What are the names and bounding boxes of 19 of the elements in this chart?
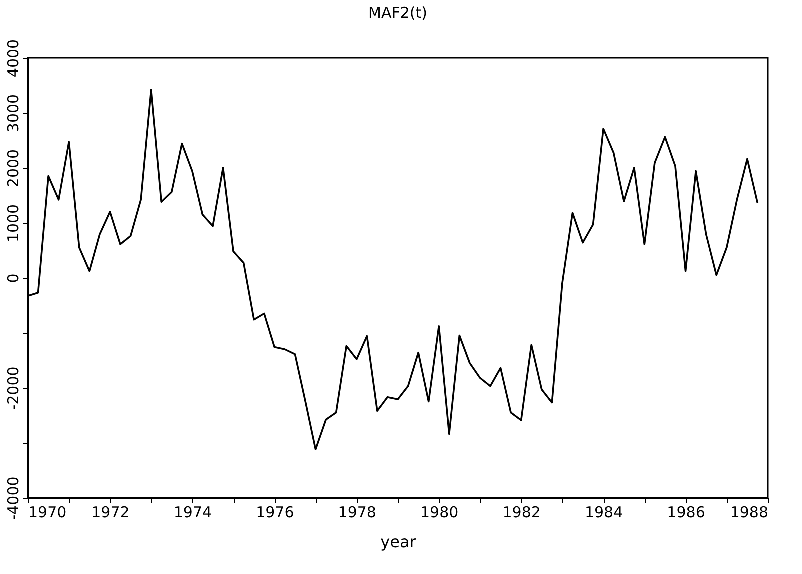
y-tick-label: -4000 — [4, 476, 22, 520]
x-axis-title: year — [380, 532, 417, 552]
x-tick-label: 1974 — [174, 504, 212, 522]
x-tick-label: 1988 — [730, 504, 768, 522]
x-tick-label: 1986 — [667, 504, 706, 522]
y-tick-label: 3000 — [4, 94, 22, 133]
x-tick-label: 1982 — [502, 504, 541, 522]
y-tick-label: 2000 — [4, 149, 22, 188]
x-tick-label: 1976 — [256, 504, 294, 522]
y-tick-label: 1000 — [4, 204, 22, 243]
x-tick-label: 1972 — [92, 504, 130, 522]
x-tick-label: 1970 — [28, 504, 67, 522]
y-tick-label: 0 — [4, 274, 22, 284]
x-tick-label: 1978 — [338, 504, 376, 522]
x-tick-label: 1980 — [420, 504, 459, 522]
x-tick-label: 1984 — [584, 504, 624, 522]
chart-title: MAF2(t) — [368, 4, 428, 22]
y-tick-label: 4000 — [4, 39, 22, 78]
y-tick-label: -2000 — [4, 366, 22, 410]
